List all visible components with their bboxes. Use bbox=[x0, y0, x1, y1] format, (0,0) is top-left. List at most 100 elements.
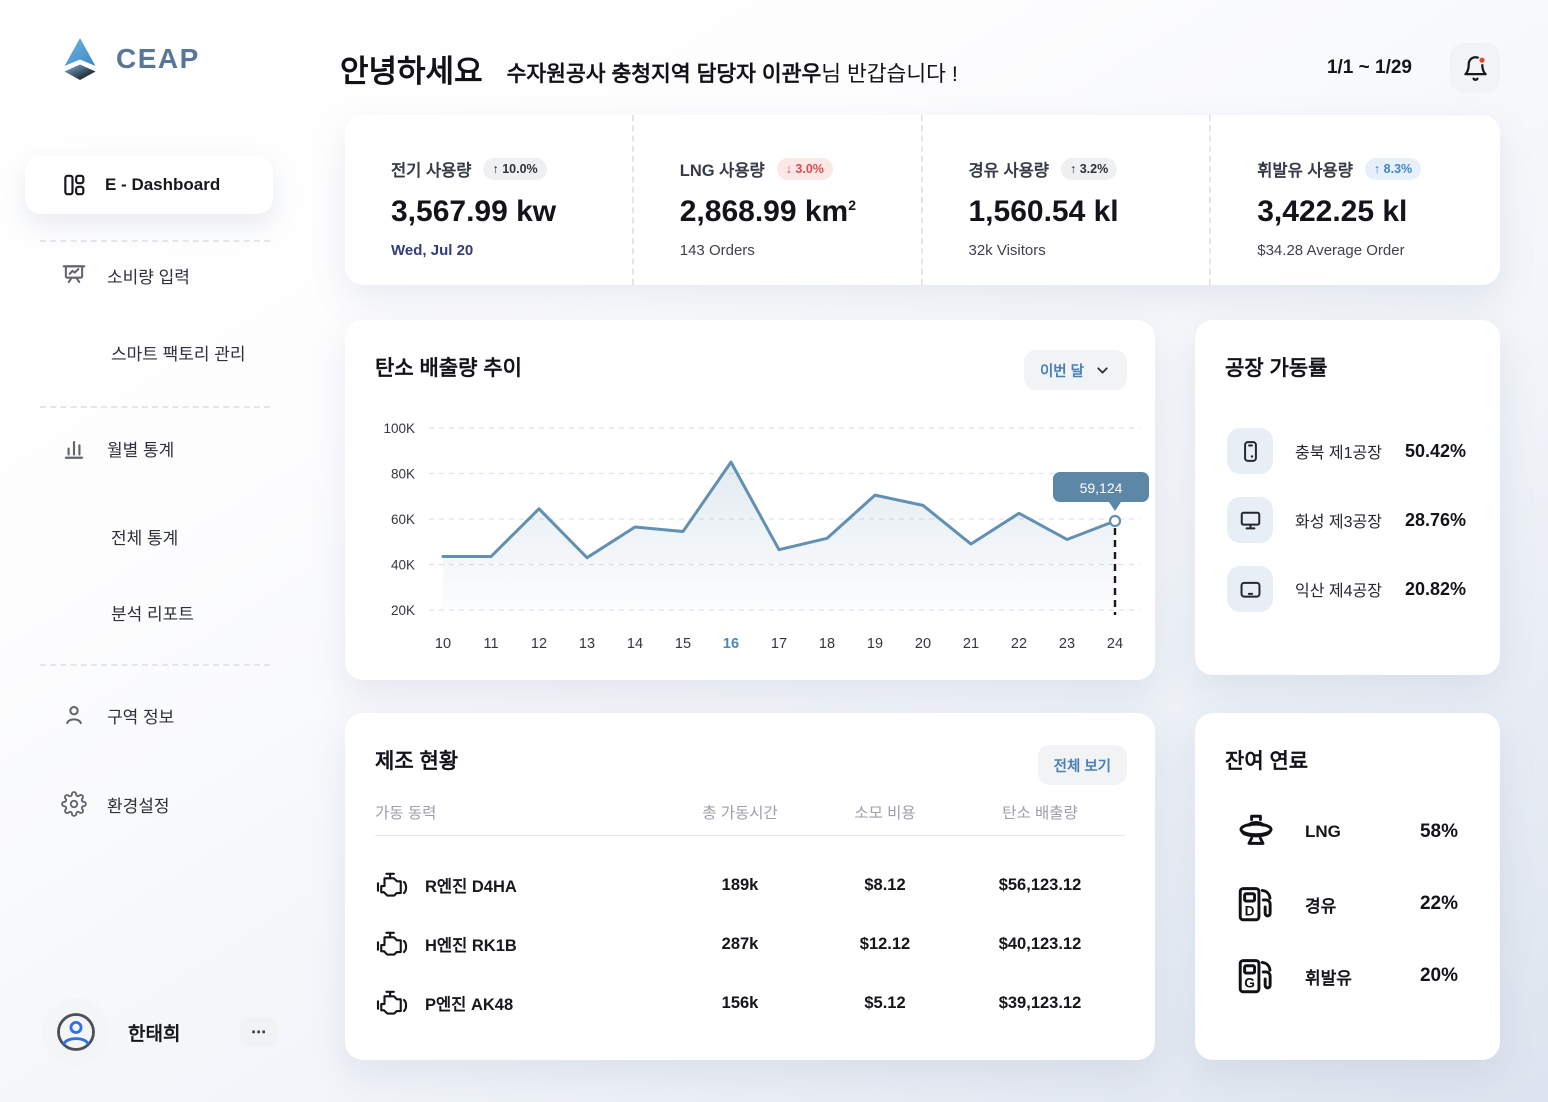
period-dropdown-value: 이번 달 bbox=[1039, 363, 1084, 380]
sidebar-item-label: 월별 통계 bbox=[107, 440, 175, 460]
monitor-icon bbox=[1227, 497, 1273, 543]
svg-text:20K: 20K bbox=[391, 603, 415, 618]
brand-name: CEAP bbox=[116, 43, 200, 74]
smartphone-icon bbox=[1227, 428, 1273, 474]
fuel-pump-diesel-icon: D bbox=[1231, 879, 1281, 929]
fuel-pump-gasoline-icon: G bbox=[1231, 951, 1281, 1001]
stat-subtitle: 143 Orders bbox=[679, 242, 755, 259]
sidebar-item-label: 전체 통계 bbox=[111, 528, 179, 548]
kpi-stats-card: 전기 사용량 ↑ 10.0% 3,567.99 kw Wed, Jul 20 L… bbox=[345, 115, 1500, 285]
stat-value: 1,560.54 kl bbox=[968, 195, 1119, 228]
table-row[interactable]: P엔진 AK48 156k $5.12 $39,123.12 bbox=[375, 981, 1125, 1025]
view-all-button[interactable]: 전체 보기 bbox=[1037, 745, 1127, 785]
factory-value: 20.82% bbox=[1404, 578, 1466, 599]
factory-name: 익산 제4공장 bbox=[1295, 583, 1382, 600]
welcome-message: 수자원공사 충청지역 담당자 이관우님 반갑습니다 ! bbox=[507, 57, 958, 88]
carbon-emission: $40,123.12 bbox=[998, 934, 1082, 953]
stat-electricity: 전기 사용량 ↑ 10.0% 3,567.99 kw Wed, Jul 20 bbox=[345, 115, 634, 285]
sidebar-divider bbox=[40, 406, 270, 408]
logo-arrow-icon bbox=[64, 38, 96, 80]
stat-value: 3,567.99 kw bbox=[391, 195, 557, 228]
carbon-emission: $56,123.12 bbox=[998, 875, 1082, 894]
fuel-card-title: 잔여 연료 bbox=[1225, 750, 1309, 773]
sidebar-item-zone-info[interactable]: 구역 정보 bbox=[25, 693, 273, 737]
welcome-rest: 님 반갑습니다 ! bbox=[821, 61, 958, 86]
stat-subtitle: 32k Visitors bbox=[968, 242, 1046, 259]
svg-text:80K: 80K bbox=[391, 467, 415, 482]
stat-change-badge: ↓ 3.0% bbox=[776, 158, 833, 180]
bar-chart-icon bbox=[61, 435, 87, 461]
sidebar-item-label: 구역 정보 bbox=[107, 707, 175, 727]
table-row[interactable]: H엔진 RK1B 287k $12.12 $40,123.12 bbox=[375, 922, 1125, 966]
stat-unit-superscript: 2 bbox=[848, 197, 857, 213]
tablet-icon bbox=[1227, 566, 1273, 612]
engine-name: P엔진 AK48 bbox=[425, 996, 514, 1014]
stat-gasoline: 휘발유 사용량 ↑ 8.3% 3,422.25 kl $34.28 Averag… bbox=[1211, 115, 1500, 285]
svg-text:19: 19 bbox=[867, 636, 883, 652]
engine-icon bbox=[376, 872, 408, 897]
stat-label: LNG 사용량 bbox=[679, 162, 765, 180]
carbon-trend-chart: 100K 80K 60K 40K 20K 10 11 12 13 14 15 16 17 18 19 20 21… bbox=[383, 421, 1149, 652]
factory-card-title: 공장 가동률 bbox=[1225, 357, 1328, 380]
fuel-pump-letter: G bbox=[1244, 976, 1255, 991]
svg-text:10: 10 bbox=[435, 636, 451, 652]
carbon-trend-card: 탄소 배출량 추이 이번 달 100K 80K 60K 40K 20K 10 11 12 13 1… bbox=[345, 320, 1155, 680]
user-menu-button[interactable]: ⋯ bbox=[240, 1017, 278, 1047]
carbon-emission: $39,123.12 bbox=[998, 993, 1082, 1012]
stat-label: 휘발유 사용량 bbox=[1257, 162, 1353, 180]
gas-tank-icon bbox=[1231, 807, 1281, 857]
svg-text:17: 17 bbox=[771, 636, 787, 652]
gear-icon bbox=[61, 791, 87, 817]
factory-row: 화성 제3공장 28.76% bbox=[1227, 497, 1466, 543]
fuel-value: 20% bbox=[1419, 965, 1458, 986]
table-divider bbox=[375, 835, 1125, 836]
table-header: 가동 동력 총 가동시간 소모 비용 탄소 배출량 bbox=[375, 801, 1125, 823]
stat-label: 경유 사용량 bbox=[968, 162, 1049, 180]
sidebar-item-dashboard[interactable]: E - Dashboard bbox=[25, 156, 273, 214]
manufacturing-status-card: 제조 현황 전체 보기 가동 동력 총 가동시간 소모 비용 탄소 배출량 R엔… bbox=[345, 713, 1155, 1060]
sidebar-item-label: 환경설정 bbox=[107, 796, 170, 816]
notifications-button[interactable] bbox=[1450, 43, 1500, 93]
sidebar-item-total-stats[interactable]: 전체 통계 bbox=[25, 514, 273, 558]
operating-hours: 156k bbox=[721, 993, 759, 1012]
factory-value: 50.42% bbox=[1404, 440, 1466, 461]
engine-name: H엔진 RK1B bbox=[425, 937, 517, 955]
consumption-cost: $12.12 bbox=[859, 934, 911, 953]
svg-text:15: 15 bbox=[675, 636, 691, 652]
svg-text:22: 22 bbox=[1011, 636, 1027, 652]
factory-name: 충북 제1공장 bbox=[1295, 445, 1382, 462]
factory-value: 28.76% bbox=[1404, 509, 1466, 530]
view-all-label: 전체 보기 bbox=[1053, 758, 1111, 775]
sidebar-item-monthly-stats[interactable]: 월별 통계 bbox=[25, 426, 273, 470]
stat-subtitle: $34.28 Average Order bbox=[1257, 242, 1405, 259]
table-row[interactable]: R엔진 D4HA 189k $8.12 $56,123.12 bbox=[375, 863, 1125, 907]
svg-text:21: 21 bbox=[963, 636, 979, 652]
svg-text:59,124: 59,124 bbox=[1080, 480, 1123, 496]
app-logo: CEAP bbox=[58, 36, 200, 82]
factory-row: 익산 제4공장 20.82% bbox=[1227, 566, 1466, 612]
sidebar-item-settings[interactable]: 환경설정 bbox=[25, 782, 273, 826]
factory-name: 화성 제3공장 bbox=[1295, 514, 1382, 531]
bell-icon bbox=[1463, 55, 1487, 81]
stat-label: 전기 사용량 bbox=[391, 162, 472, 180]
stat-subtitle: Wed, Jul 20 bbox=[391, 242, 474, 259]
factory-utilization-card: 공장 가동률 충북 제1공장 50.42% 화성 제3공장 28.76% 익산 … bbox=[1195, 320, 1500, 675]
sidebar-item-analysis-report[interactable]: 분석 리포트 bbox=[25, 590, 273, 634]
stat-change-badge: ↑ 3.2% bbox=[1060, 158, 1118, 180]
person-icon bbox=[61, 702, 87, 728]
svg-text:20: 20 bbox=[915, 636, 931, 652]
fuel-name: 경유 bbox=[1305, 896, 1337, 916]
svg-text:18: 18 bbox=[819, 636, 835, 652]
engine-icon bbox=[376, 931, 408, 956]
fuel-pump-letter: D bbox=[1245, 904, 1255, 919]
engine-icon bbox=[376, 990, 408, 1015]
column-header: 소모 비용 bbox=[854, 805, 916, 822]
period-dropdown[interactable]: 이번 달 bbox=[1023, 350, 1127, 390]
sidebar-item-smart-factory[interactable]: 스마트 팩토리 관리 bbox=[25, 330, 273, 374]
presentation-chart-icon bbox=[61, 262, 87, 288]
svg-text:24: 24 bbox=[1107, 636, 1123, 652]
sidebar-item-consumption-input[interactable]: 소비량 입력 bbox=[25, 253, 273, 297]
user-name: 한태희 bbox=[128, 1023, 181, 1045]
dashboard-icon bbox=[61, 172, 87, 198]
column-header: 탄소 배출량 bbox=[1002, 805, 1078, 822]
